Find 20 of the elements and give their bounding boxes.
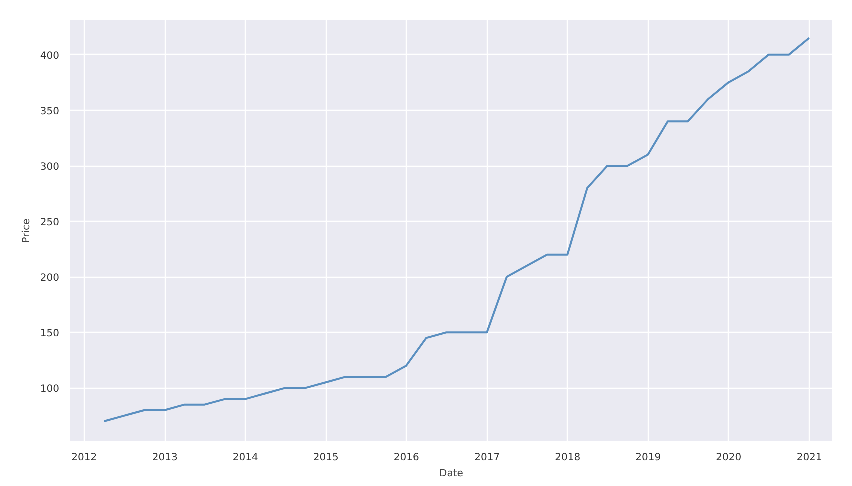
y-tick-label: 250 [40,218,60,229]
y-tick-label: 150 [40,328,60,340]
y-tick-label: 200 [40,273,60,284]
x-tick-label: 2015 [313,452,339,464]
x-tick-label: 2020 [716,452,742,464]
x-tick-label: 2016 [394,452,420,464]
y-tick-label: 400 [40,50,60,62]
x-tick-label: 2012 [72,452,98,464]
x-tick-label: 2019 [636,452,662,464]
y-tick-label: 300 [40,162,60,174]
x-tick-label: 2013 [152,452,178,464]
line-series [103,37,810,423]
x-tick-label: 2017 [474,452,500,464]
y-tick-label: 100 [40,384,60,396]
x-tick-label: 2018 [555,452,581,464]
y-tick-label: 350 [40,106,60,118]
y-axis-title: Price [21,218,32,244]
x-axis-title: Date [440,468,464,480]
x-tick-label: 2021 [796,452,822,464]
x-tick-label: 2014 [232,452,258,464]
